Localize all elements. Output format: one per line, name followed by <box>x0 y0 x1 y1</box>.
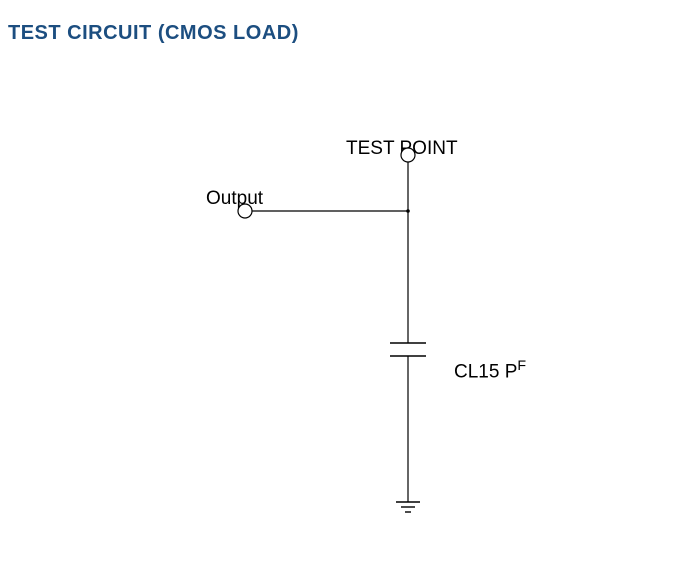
circuit-diagram <box>0 0 681 574</box>
output-terminal-icon <box>238 204 252 218</box>
test-point-terminal-icon <box>401 148 415 162</box>
junction-dot <box>406 209 410 213</box>
